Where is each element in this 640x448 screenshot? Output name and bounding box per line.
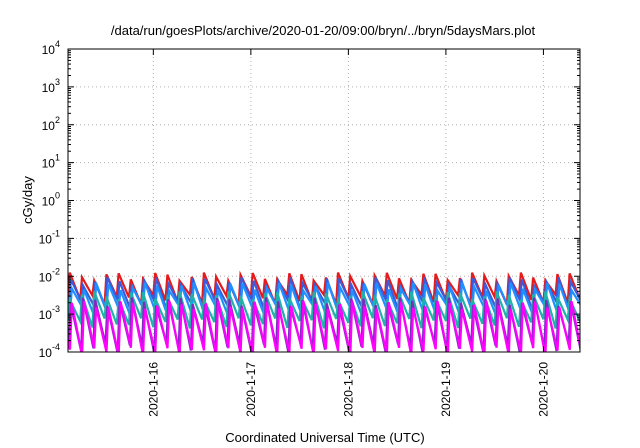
y-tick-label-exponent: 0 [55, 191, 60, 201]
y-tick-label: 10-1 [39, 228, 60, 246]
y-tick-label-exponent: 3 [55, 77, 60, 87]
y-tick-label: 10-2 [39, 266, 60, 284]
x-tick-label: 2020-1-19 [439, 362, 453, 417]
y-tick-label: 104 [42, 39, 60, 57]
y-tick-label-exponent: -1 [52, 228, 60, 238]
series-line [68, 300, 580, 352]
chart-title: /data/run/goesPlots/archive/2020-01-20/0… [111, 23, 536, 38]
x-tick-labels: 2020-1-16 2020-1-17 2020-1-18 2020-1-19 2020… [146, 362, 550, 417]
y-tick-label-exponent: -4 [52, 342, 60, 352]
y-tick-label: 10-4 [39, 342, 60, 360]
ticks [68, 48, 580, 353]
y-tick-label-exponent: 2 [55, 115, 60, 125]
y-tick-label: 102 [42, 115, 60, 133]
y-tick-label-exponent: 4 [55, 39, 60, 49]
y-tick-label-exponent: 1 [55, 153, 60, 163]
y-axis-title: cGy/day [20, 176, 35, 224]
y-tick-label-exponent: -2 [52, 266, 60, 276]
y-tick-label: 100 [42, 191, 60, 209]
series-line [68, 290, 580, 329]
x-tick-label: 2020-1-17 [244, 362, 258, 417]
y-tick-label: 103 [42, 77, 60, 95]
y-tick-label: 101 [42, 153, 60, 171]
y-tick-label-exponent: -3 [52, 304, 60, 314]
x-tick-label: 2020-1-16 [146, 362, 160, 417]
series-group [68, 270, 580, 352]
x-tick-label: 2020-1-20 [536, 362, 550, 417]
x-axis-title: Coordinated Universal Time (UTC) [225, 430, 424, 445]
y-tick-label: 10-3 [39, 304, 60, 322]
x-tick-label: 2020-1-18 [341, 362, 355, 417]
